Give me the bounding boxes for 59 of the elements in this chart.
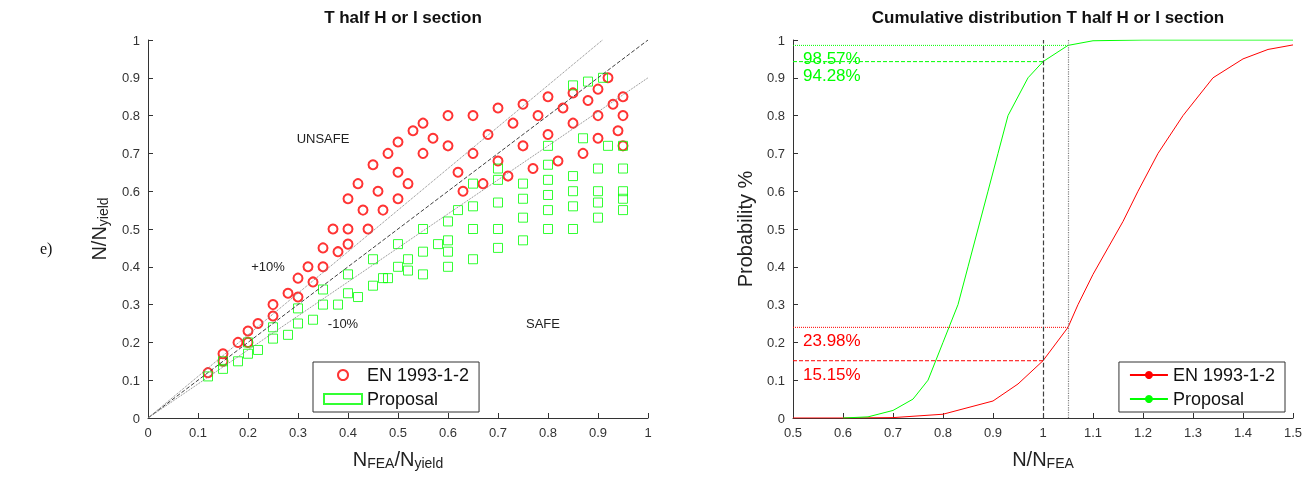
x-tick-label: 0.1: [188, 425, 208, 440]
x-tick-label: 1.1: [1083, 425, 1103, 440]
text: e): [40, 239, 53, 258]
x-tick-label: 0.9: [588, 425, 608, 440]
chart-title: T half H or I section: [324, 8, 482, 27]
x-tick-label: 1: [644, 425, 652, 440]
y-tick-label: 1: [777, 32, 785, 48]
annotation: -10%: [327, 316, 359, 331]
y-tick-label: 0.8: [766, 108, 785, 124]
x-tick-label: 0.5: [388, 425, 408, 440]
y-axis-title: N/Nyield: [88, 197, 111, 261]
x-tick-label: 1.4: [1233, 425, 1253, 440]
y-tick-label: 0.2: [766, 334, 785, 350]
y-tick-label: 0.5: [121, 221, 140, 237]
x-tick-label: 0: [144, 425, 152, 440]
y-tick-label: 0.2: [121, 334, 140, 350]
x-tick-label: 0.3: [288, 425, 308, 440]
x-tick-label: 0.7: [488, 425, 508, 440]
y-tick-label: 0.5: [766, 221, 785, 237]
y-tick-label: 0: [132, 410, 140, 426]
annotation: +10%: [251, 259, 286, 275]
legend-label: Proposal: [1172, 389, 1244, 409]
annotation: SAFE: [526, 316, 561, 331]
x-tick-label: 1: [1039, 425, 1047, 440]
annotation: UNSAFE: [296, 130, 350, 146]
y-tick-label: 0.6: [766, 183, 785, 199]
legend-label: EN 1993-1-2: [367, 365, 470, 385]
legend-label: EN 1993-1-2: [1172, 365, 1275, 385]
y-tick-label: 0.8: [121, 108, 140, 124]
series-label: 23.98%: [803, 331, 861, 351]
x-tick-label: 0.8: [538, 425, 558, 440]
x-tick-label: 0.4: [338, 425, 358, 440]
y-tick-label: 0.4: [121, 259, 140, 275]
x-tick-label: 0.7: [883, 425, 903, 440]
y-axis-title: Probability %: [734, 170, 756, 288]
series-label: 94.28%: [803, 65, 861, 85]
x-tick-label: 0.2: [238, 425, 258, 440]
y-tick-label: 0.9: [766, 70, 785, 86]
x-tick-label: 1.5: [1283, 425, 1303, 440]
y-tick-label: 0.3: [121, 297, 140, 313]
legend-label: Proposal: [367, 389, 439, 409]
x-tick-label: 0.6: [833, 425, 853, 440]
y-tick-label: 0.1: [121, 372, 140, 388]
y-tick-label: 0.3: [766, 297, 785, 313]
y-tick-label: 0.4: [766, 259, 785, 275]
y-tick-label: 0.6: [121, 183, 140, 199]
y-tick-label: 0.9: [121, 70, 140, 86]
y-tick-label: 0.7: [766, 145, 785, 161]
x-tick-label: 1.2: [1133, 425, 1153, 440]
x-tick-label: 1.3: [1183, 425, 1203, 440]
x-tick-label: 0.6: [438, 425, 458, 440]
y-tick-label: 0.7: [121, 145, 140, 161]
y-tick-label: 1: [132, 32, 140, 48]
x-tick-label: 0.8: [933, 425, 953, 440]
y-tick-label: 0.1: [766, 372, 785, 388]
x-tick-label: 0.9: [983, 425, 1003, 440]
chart-title: Cumulative distribution T half H or I section: [871, 8, 1225, 27]
series-label: 15.15%: [803, 364, 861, 384]
y-tick-label: 0: [777, 410, 785, 426]
